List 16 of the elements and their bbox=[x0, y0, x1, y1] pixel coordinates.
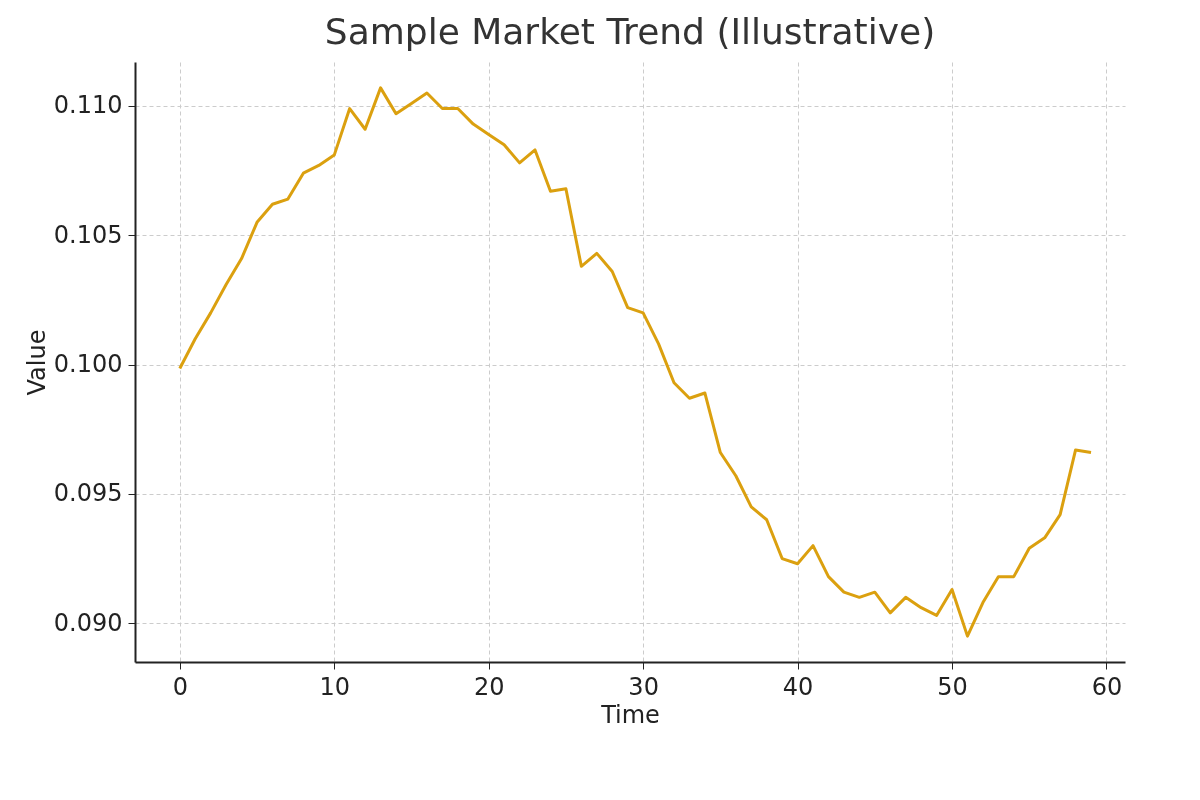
x-tick-label: 0 bbox=[172, 672, 188, 701]
line-series bbox=[178, 86, 1093, 638]
chart-title: Sample Market Trend (Illustrative) bbox=[324, 11, 936, 52]
x-tick-label: 30 bbox=[628, 672, 659, 701]
x-tick-label: 40 bbox=[782, 672, 814, 701]
x-tick-label: 10 bbox=[319, 672, 351, 701]
y-tick-label: 0.110 bbox=[53, 91, 123, 120]
y-axis-title: Value bbox=[22, 329, 51, 396]
x-axis-title: Time bbox=[600, 700, 660, 729]
x-tick-label: 20 bbox=[473, 672, 505, 701]
y-tick-label: 0.090 bbox=[53, 608, 123, 637]
y-tick-label: 0.105 bbox=[53, 220, 123, 249]
x-tick-label: 50 bbox=[937, 672, 968, 701]
y-tick-label: 0.100 bbox=[53, 350, 123, 379]
y-tick-label: 0.095 bbox=[53, 479, 123, 508]
x-tick-label: 60 bbox=[1091, 672, 1123, 701]
